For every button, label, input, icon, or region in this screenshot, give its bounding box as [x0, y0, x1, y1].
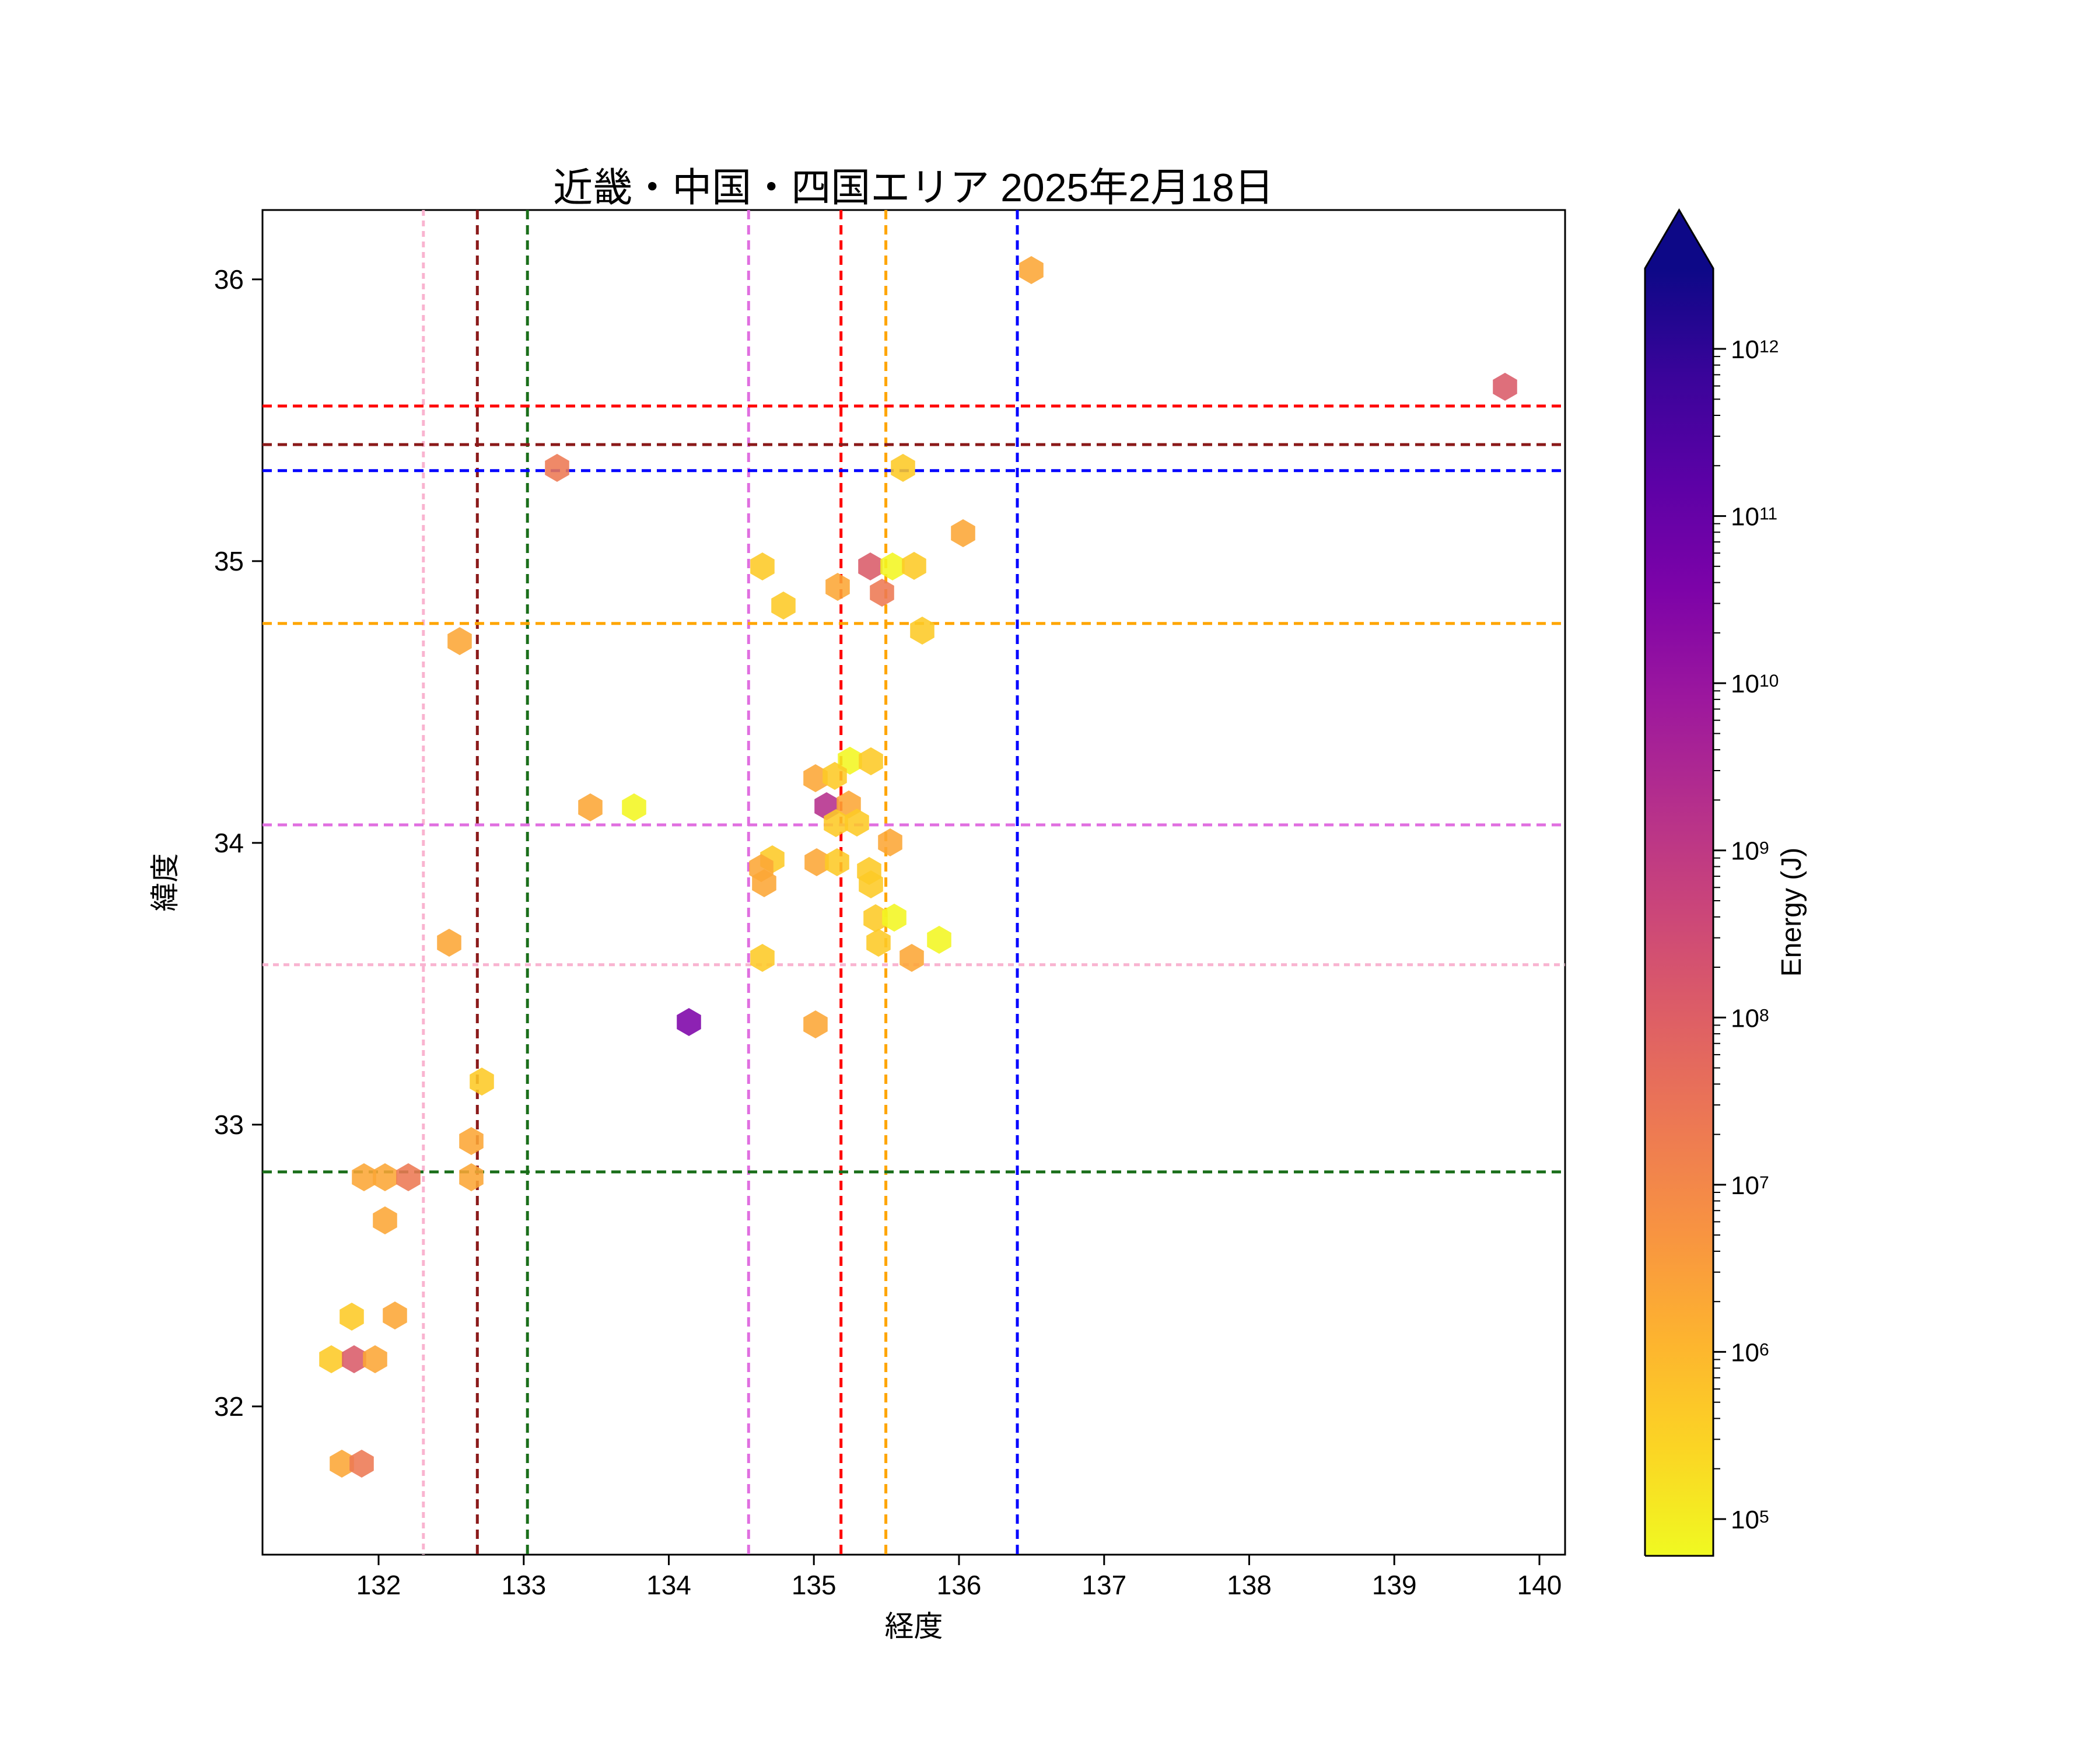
svg-text:133: 133	[501, 1570, 546, 1600]
svg-text:1012: 1012	[1731, 335, 1779, 364]
svg-text:140: 140	[1517, 1570, 1562, 1600]
svg-text:緯度: 緯度	[149, 853, 181, 912]
svg-text:1010: 1010	[1731, 670, 1779, 698]
svg-text:1011: 1011	[1731, 503, 1777, 531]
svg-text:36: 36	[214, 264, 244, 295]
svg-text:106: 106	[1731, 1338, 1769, 1367]
svg-text:136: 136	[937, 1570, 982, 1600]
svg-text:33: 33	[214, 1110, 244, 1140]
svg-text:107: 107	[1731, 1171, 1769, 1200]
svg-text:132: 132	[356, 1570, 401, 1600]
svg-text:108: 108	[1731, 1004, 1769, 1033]
svg-text:34: 34	[214, 828, 244, 858]
svg-text:137: 137	[1082, 1570, 1126, 1600]
svg-text:135: 135	[792, 1570, 836, 1600]
svg-text:109: 109	[1731, 837, 1769, 866]
svg-text:134: 134	[646, 1570, 691, 1600]
svg-text:139: 139	[1372, 1570, 1417, 1600]
svg-text:105: 105	[1731, 1506, 1769, 1534]
svg-text:32: 32	[214, 1391, 244, 1422]
svg-text:35: 35	[214, 546, 244, 576]
svg-text:138: 138	[1227, 1570, 1272, 1600]
svg-text:近畿・中国・四国エリア 2025年2月18日: 近畿・中国・四国エリア 2025年2月18日	[553, 166, 1274, 210]
svg-text:経度: 経度	[885, 1610, 943, 1643]
svg-text:Energy (J): Energy (J)	[1776, 848, 1807, 977]
